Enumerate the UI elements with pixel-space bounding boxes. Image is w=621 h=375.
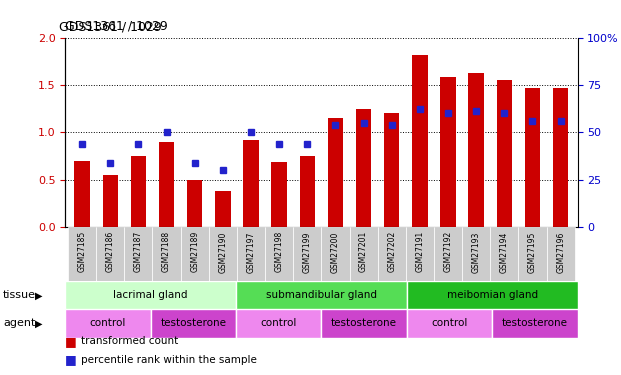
Text: GSM27192: GSM27192 — [443, 231, 453, 273]
Bar — [553, 88, 568, 227]
Text: control: control — [260, 318, 297, 328]
Bar — [96, 227, 124, 281]
Bar — [328, 118, 343, 227]
Text: GSM27196: GSM27196 — [556, 231, 565, 273]
Text: GSM27197: GSM27197 — [247, 231, 255, 273]
Bar — [153, 227, 181, 281]
Bar — [150, 309, 236, 338]
Text: GSM27194: GSM27194 — [500, 231, 509, 273]
Text: GSM27201: GSM27201 — [359, 231, 368, 273]
Bar — [378, 227, 406, 281]
Text: testosterone: testosterone — [502, 318, 568, 328]
Text: control: control — [89, 318, 126, 328]
Bar — [124, 227, 153, 281]
Bar — [293, 227, 322, 281]
Text: GSM27188: GSM27188 — [162, 231, 171, 272]
Text: GDS1361 / 1029: GDS1361 / 1029 — [59, 21, 161, 34]
Bar — [236, 309, 322, 338]
Bar — [497, 80, 512, 227]
Bar — [187, 180, 202, 227]
Text: ■: ■ — [65, 354, 77, 366]
Text: GSM27195: GSM27195 — [528, 231, 537, 273]
Bar — [492, 309, 578, 338]
Bar — [350, 227, 378, 281]
Text: ▶: ▶ — [35, 290, 43, 300]
Bar — [236, 281, 407, 309]
Text: control: control — [431, 318, 468, 328]
Text: percentile rank within the sample: percentile rank within the sample — [81, 355, 256, 365]
Text: GSM27198: GSM27198 — [274, 231, 284, 273]
Text: submandibular gland: submandibular gland — [266, 290, 377, 300]
Text: transformed count: transformed count — [81, 336, 178, 346]
Text: ■: ■ — [65, 335, 77, 348]
Text: testosterone: testosterone — [160, 318, 226, 328]
Bar — [546, 227, 574, 281]
Bar — [440, 77, 456, 227]
Bar — [412, 54, 428, 227]
Text: agent: agent — [3, 318, 35, 328]
Bar — [215, 191, 230, 227]
Bar — [75, 160, 90, 227]
Bar — [237, 227, 265, 281]
Bar — [65, 309, 150, 338]
Text: GSM27199: GSM27199 — [303, 231, 312, 273]
Text: GSM27185: GSM27185 — [78, 231, 86, 273]
Bar — [299, 156, 315, 227]
Text: lacrimal gland: lacrimal gland — [114, 290, 188, 300]
Bar — [384, 113, 399, 227]
Text: testosterone: testosterone — [331, 318, 397, 328]
Text: meibomian gland: meibomian gland — [446, 290, 538, 300]
Bar — [322, 227, 350, 281]
Bar — [407, 281, 578, 309]
Bar — [65, 281, 236, 309]
Text: GSM27189: GSM27189 — [190, 231, 199, 273]
Text: GSM27193: GSM27193 — [472, 231, 481, 273]
Bar — [406, 227, 434, 281]
Text: GSM27186: GSM27186 — [106, 231, 115, 273]
Text: GSM27200: GSM27200 — [331, 231, 340, 273]
Text: GSM27190: GSM27190 — [219, 231, 227, 273]
Text: GSM27191: GSM27191 — [415, 231, 424, 273]
Bar — [102, 175, 118, 227]
Bar — [525, 88, 540, 227]
Bar — [159, 142, 175, 227]
Bar — [519, 227, 546, 281]
Bar — [265, 227, 293, 281]
Text: ▶: ▶ — [35, 318, 43, 328]
Text: GSM27187: GSM27187 — [134, 231, 143, 273]
Text: GDS1361 / 1029: GDS1361 / 1029 — [65, 19, 168, 32]
Bar — [181, 227, 209, 281]
Bar — [130, 156, 146, 227]
Bar — [356, 108, 371, 227]
Bar — [490, 227, 519, 281]
Bar — [468, 74, 484, 227]
Text: GSM27202: GSM27202 — [388, 231, 396, 273]
Text: tissue: tissue — [3, 290, 36, 300]
Bar — [407, 309, 492, 338]
Bar — [209, 227, 237, 281]
Bar — [243, 140, 259, 227]
Bar — [271, 162, 287, 227]
Bar — [68, 227, 96, 281]
Bar — [322, 309, 407, 338]
Bar — [434, 227, 462, 281]
Bar — [462, 227, 490, 281]
